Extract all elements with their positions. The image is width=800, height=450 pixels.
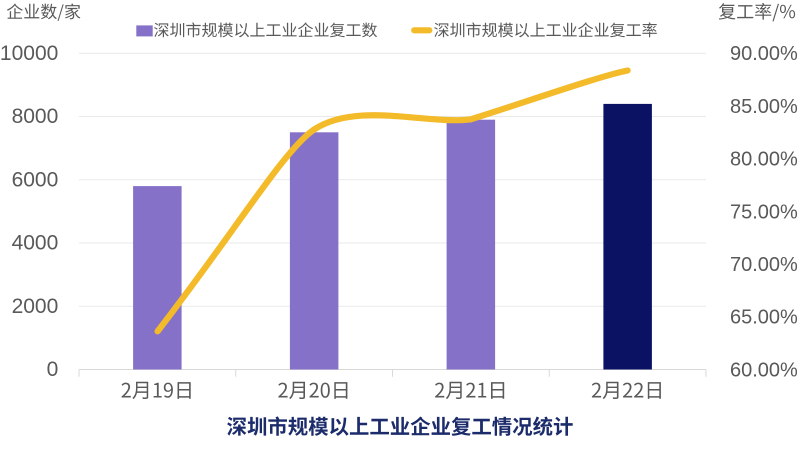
svg-text:85.00%: 85.00% xyxy=(730,96,798,118)
svg-text:8000: 8000 xyxy=(12,105,59,128)
svg-text:80.00%: 80.00% xyxy=(730,149,798,171)
svg-text:4000: 4000 xyxy=(12,232,59,255)
svg-text:90.00%: 90.00% xyxy=(730,43,798,65)
svg-text:70.00%: 70.00% xyxy=(730,254,798,276)
svg-text:0: 0 xyxy=(47,358,59,381)
svg-text:60.00%: 60.00% xyxy=(730,359,798,381)
svg-text:2000: 2000 xyxy=(12,295,59,318)
svg-text:10000: 10000 xyxy=(0,42,58,65)
svg-text:6000: 6000 xyxy=(12,168,59,191)
svg-text:65.00%: 65.00% xyxy=(730,307,798,329)
svg-text:75.00%: 75.00% xyxy=(730,201,798,223)
